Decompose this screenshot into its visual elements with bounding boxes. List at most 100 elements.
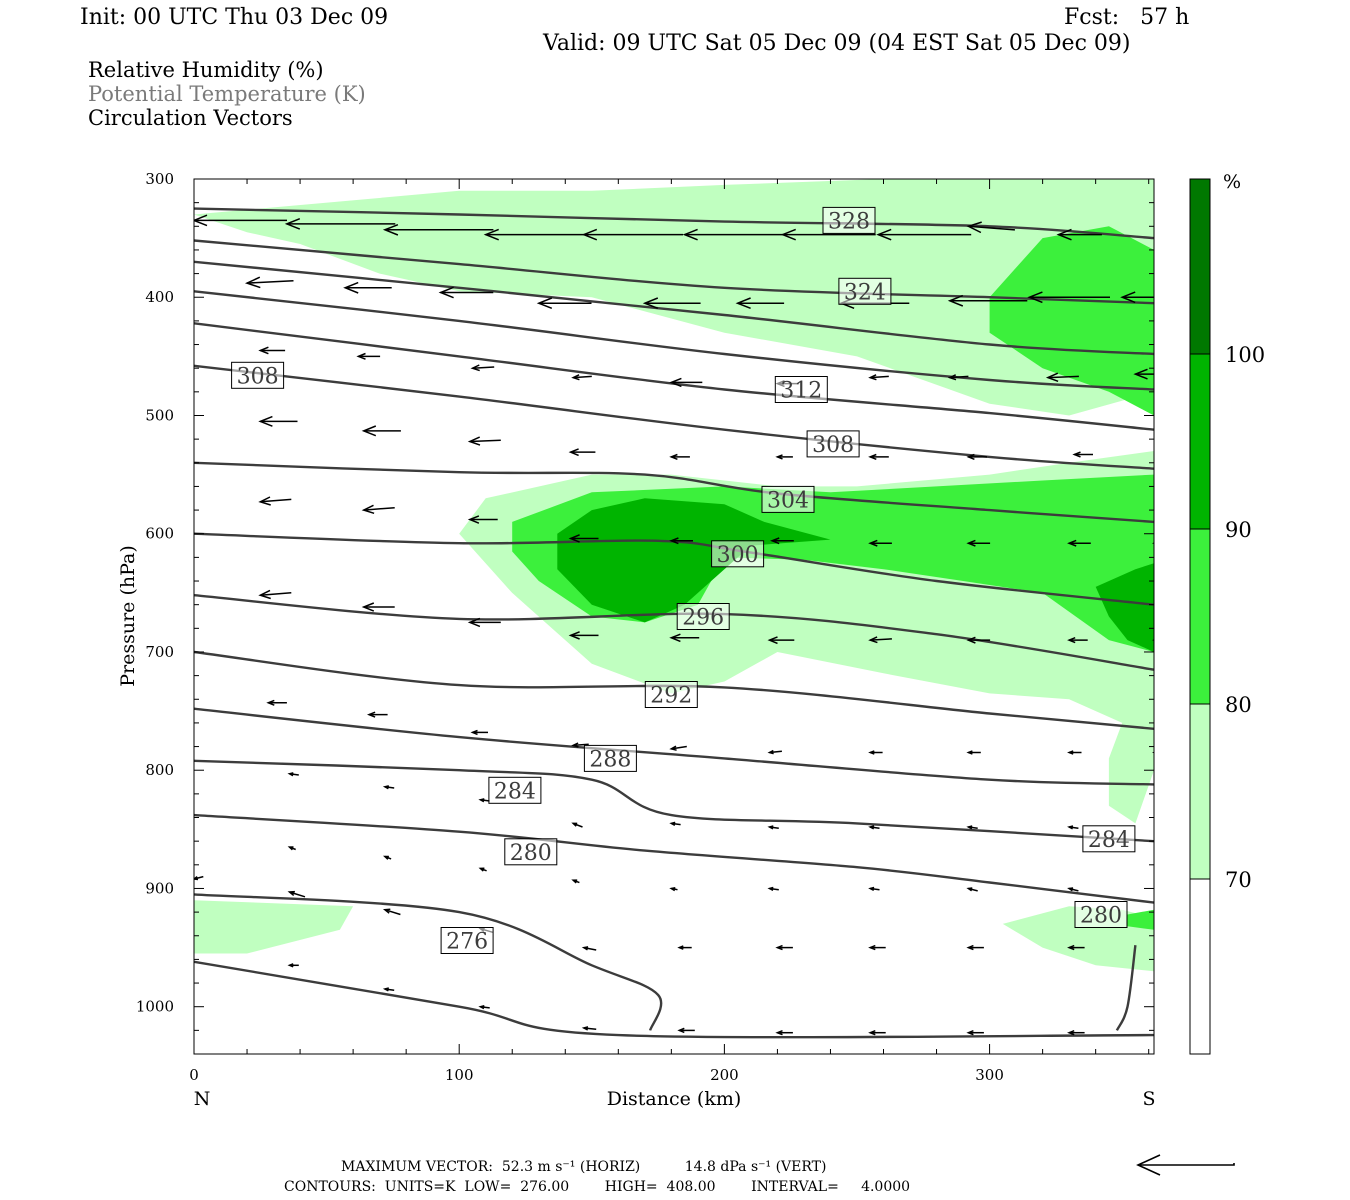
circulation-vector bbox=[966, 825, 978, 830]
circulation-vector bbox=[470, 364, 495, 372]
circulation-vector bbox=[1045, 372, 1079, 383]
circulation-vector bbox=[258, 496, 292, 506]
valid-time: Valid: 09 UTC Sat 05 Dec 09 (04 EST Sat … bbox=[543, 31, 1131, 56]
colorbar-level-label: 90 bbox=[1225, 518, 1252, 542]
circulation-vector bbox=[194, 214, 287, 227]
circulation-vector bbox=[467, 515, 498, 524]
y-tick-label: 700 bbox=[145, 643, 174, 661]
contour-label-text: 308 bbox=[812, 433, 854, 458]
contour-label-text: 324 bbox=[844, 280, 886, 305]
colorbar-swatch bbox=[1189, 878, 1211, 1055]
circulation-vector bbox=[1067, 637, 1088, 644]
theta-contour-292 bbox=[194, 650, 1154, 730]
circulation-vector bbox=[767, 636, 795, 645]
circulation-vector bbox=[258, 415, 298, 427]
circulation-vector bbox=[361, 504, 395, 515]
contour-label-text: 288 bbox=[589, 747, 631, 772]
circulation-vector bbox=[536, 297, 592, 309]
reference-vector bbox=[1136, 1154, 1235, 1176]
x-axis-title: Distance (km) bbox=[607, 1088, 742, 1110]
circulation-vector bbox=[735, 297, 785, 309]
circulation-vector bbox=[767, 886, 779, 892]
circulation-vector bbox=[382, 908, 401, 916]
circulation-vector bbox=[669, 633, 700, 643]
circulation-vector-layer bbox=[194, 214, 1154, 1036]
contour-label: 324 bbox=[838, 277, 892, 305]
circulation-vector bbox=[966, 221, 1015, 234]
theta-contour-layer bbox=[194, 207, 1154, 1039]
circulation-vector bbox=[581, 946, 597, 951]
contour-label: 300 bbox=[711, 540, 765, 568]
plot-frame bbox=[193, 178, 1155, 1055]
circulation-vector bbox=[775, 944, 793, 951]
theta-contour-312 bbox=[194, 322, 1154, 431]
circulation-vector bbox=[571, 822, 583, 828]
y-tick-label: 900 bbox=[145, 879, 174, 897]
circulation-vector bbox=[947, 374, 969, 381]
theta-contour-328 bbox=[194, 207, 1154, 240]
circulation-vector bbox=[1133, 368, 1154, 380]
y-tick-label: 600 bbox=[145, 525, 174, 543]
circulation-vector bbox=[568, 534, 599, 543]
theta-contour-280 bbox=[1115, 945, 1137, 1031]
contour-label: 280 bbox=[1074, 901, 1128, 929]
circulation-vector bbox=[1067, 539, 1091, 547]
contour-label: 304 bbox=[761, 485, 815, 513]
contour-label: 312 bbox=[774, 376, 828, 404]
theta-contour-320 bbox=[194, 260, 1154, 356]
theta-contour-272 bbox=[194, 960, 1154, 1039]
circulation-vector bbox=[966, 1030, 984, 1036]
y-tick-label: 800 bbox=[145, 761, 174, 779]
legend-theta: Potential Temperature (K) bbox=[88, 82, 366, 106]
x-tick-label: 0 bbox=[189, 1066, 199, 1084]
rh-region-80 bbox=[989, 226, 1154, 416]
contour-label: 308 bbox=[806, 430, 860, 458]
theta-contour-324 bbox=[194, 239, 1154, 305]
circulation-vector bbox=[669, 821, 681, 827]
contour-label: 284 bbox=[488, 776, 542, 804]
circulation-vector bbox=[287, 890, 306, 898]
theta-contour-308 bbox=[194, 364, 1154, 470]
circulation-vector bbox=[467, 617, 501, 628]
colorbar-unit: % bbox=[1223, 171, 1241, 193]
circulation-vector bbox=[382, 855, 392, 860]
circulation-vector bbox=[966, 944, 984, 951]
circulation-vector bbox=[1152, 751, 1154, 754]
circulation-vector bbox=[287, 772, 299, 777]
contour-label-text: 292 bbox=[650, 684, 692, 709]
circulation-vector bbox=[770, 537, 794, 545]
theta-contour-288 bbox=[194, 707, 1154, 786]
circulation-vector bbox=[966, 750, 981, 755]
circulation-vector bbox=[682, 228, 784, 241]
theta-contour-304 bbox=[194, 461, 1154, 524]
circulation-vector bbox=[868, 374, 889, 381]
x-tick-label: 300 bbox=[975, 1066, 1004, 1084]
rh-region-90 bbox=[557, 498, 831, 623]
contour-label: 284 bbox=[1082, 825, 1136, 853]
south-label: S bbox=[1142, 1088, 1155, 1110]
circulation-vector bbox=[1151, 542, 1154, 545]
colorbar-swatch bbox=[1189, 178, 1211, 355]
circulation-vector bbox=[868, 1030, 886, 1036]
contour-label: 328 bbox=[822, 206, 876, 234]
colorbar-level-label: 80 bbox=[1225, 693, 1252, 717]
contour-label-text: 276 bbox=[446, 930, 488, 955]
circulation-vector bbox=[568, 631, 599, 640]
colorbar-level-label: 70 bbox=[1225, 868, 1252, 892]
circulation-vector bbox=[1027, 291, 1110, 304]
contour-label-text: 312 bbox=[780, 379, 822, 404]
circulation-vector bbox=[767, 749, 782, 755]
circulation-vector bbox=[438, 286, 494, 299]
circulation-vector bbox=[876, 228, 972, 241]
circulation-vector bbox=[1067, 887, 1079, 892]
theta-contour-300 bbox=[194, 532, 1154, 606]
circulation-vector bbox=[642, 297, 701, 309]
circulation-vector bbox=[382, 987, 395, 992]
circulation-vector bbox=[478, 867, 487, 872]
contour-label-layer: 328 324 308 312 308 304 300 296 292 288 284 280 276 2… bbox=[231, 206, 1136, 955]
circulation-vector bbox=[947, 294, 1028, 307]
circulation-vector bbox=[868, 636, 892, 644]
contour-label-text: 280 bbox=[1080, 904, 1122, 929]
circulation-vector bbox=[581, 228, 683, 241]
circulation-vector bbox=[677, 945, 692, 950]
